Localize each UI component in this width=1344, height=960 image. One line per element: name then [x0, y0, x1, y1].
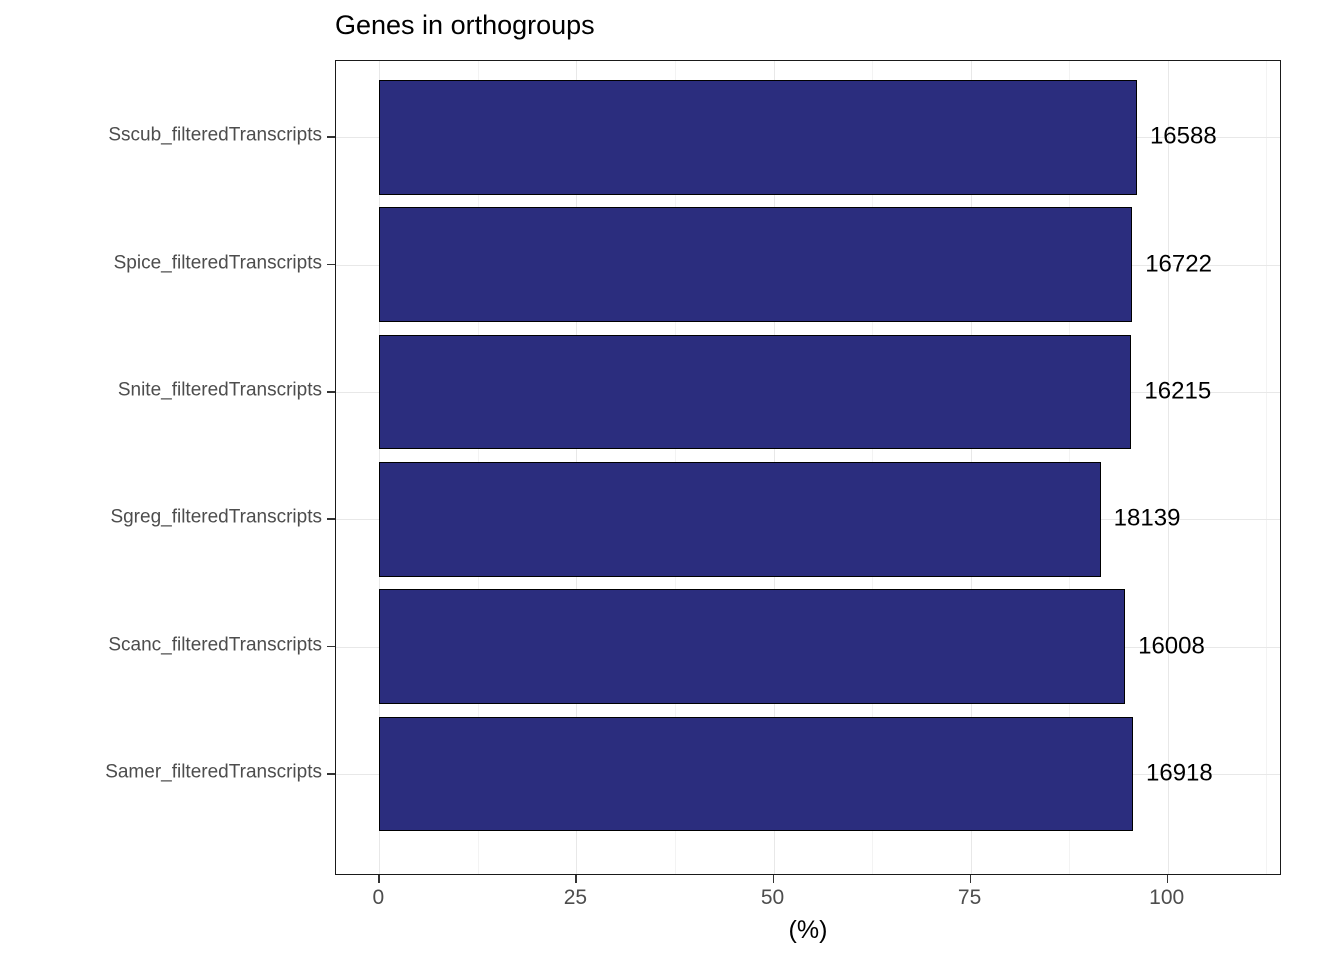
x-axis-tick — [1166, 875, 1169, 883]
y-axis-tick — [327, 391, 335, 393]
plot-panel: 16588 16722 16215 18139 16008 16918 — [335, 60, 1281, 875]
bar-value-label: 16918 — [1146, 759, 1213, 787]
x-axis-tick-label: 25 — [563, 886, 588, 909]
y-axis-tick — [327, 518, 335, 520]
bar-sgreg_filteredtranscripts — [379, 462, 1101, 577]
bar-sscub_filteredtranscripts — [379, 80, 1137, 195]
x-axis-tick — [969, 875, 972, 883]
bar-value-label: 16722 — [1145, 250, 1212, 278]
bar-value-label: 18139 — [1113, 504, 1181, 532]
y-axis-label: Spice_filteredTranscripts — [113, 252, 322, 274]
x-axis-tick — [378, 875, 380, 883]
x-axis-title: (%) — [788, 916, 828, 944]
x-axis-tick-label: 50 — [760, 886, 785, 909]
bar-scanc_filteredtranscripts — [379, 589, 1126, 705]
bar-value-label: 16215 — [1144, 377, 1212, 405]
y-axis-label: Scanc_filteredTranscripts — [108, 634, 322, 656]
y-axis-label: Sgreg_filteredTranscripts — [110, 506, 322, 528]
x-axis-tick-label: 0 — [372, 886, 385, 909]
y-axis-label: Samer_filteredTranscripts — [105, 761, 322, 783]
bar-spice_filteredtranscripts — [379, 207, 1133, 323]
y-axis-label: Sscub_filteredTranscripts — [108, 124, 322, 146]
bar-value-label: 16588 — [1149, 122, 1217, 150]
y-axis-tick — [327, 263, 335, 266]
x-axis-tick — [772, 875, 775, 883]
x-axis-tick-label: 75 — [957, 886, 982, 909]
y-axis-label: Snite_filteredTranscripts — [117, 379, 322, 401]
y-axis-tick — [327, 136, 335, 138]
x-axis-tick — [575, 875, 577, 883]
bar-samer_filteredtranscripts — [379, 716, 1133, 832]
y-axis-tick — [327, 645, 335, 648]
bar-snite_filteredtranscripts — [379, 334, 1132, 450]
x-axis-tick-label: 100 — [1149, 886, 1185, 909]
bar-value-label: 16008 — [1138, 632, 1205, 660]
chart-title: Genes in orthogroups — [335, 10, 595, 40]
y-axis-tick — [327, 773, 335, 775]
gridline-vertical-minor — [1266, 61, 1268, 874]
gridline-vertical-major — [1167, 61, 1169, 874]
